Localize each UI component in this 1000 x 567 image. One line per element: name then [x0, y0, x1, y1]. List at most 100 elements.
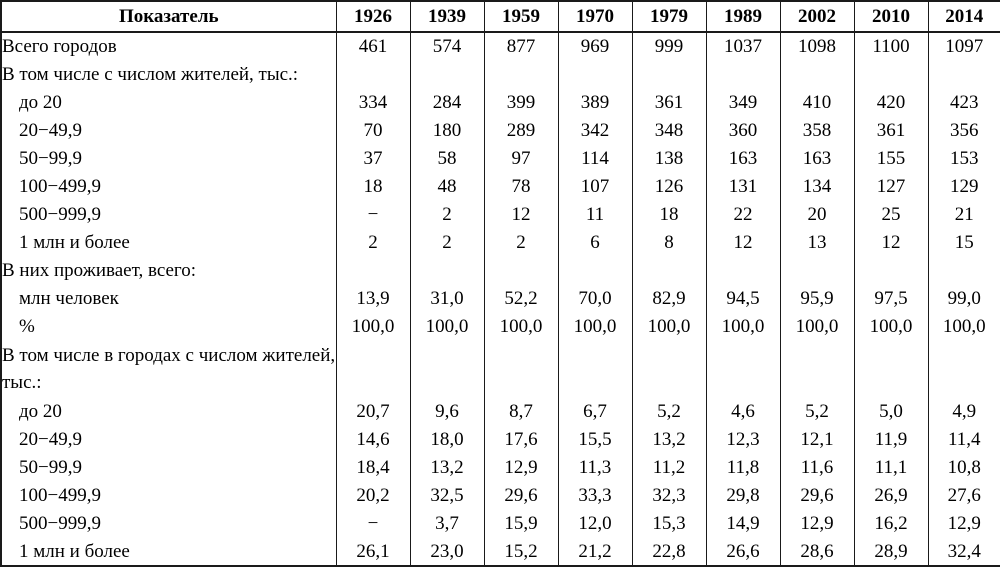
value-cell: 26,1 [335, 537, 411, 566]
value-cell: 11,6 [779, 453, 855, 482]
value-cell: 33,3 [557, 481, 633, 510]
value-cell: 129 [927, 172, 1000, 201]
value-cell: 5,0 [853, 397, 929, 426]
value-cell: 334 [335, 88, 411, 117]
value-cell [557, 256, 633, 285]
value-cell [779, 341, 855, 398]
value-cell: 11,1 [853, 453, 929, 482]
value-cell: 360 [705, 116, 781, 145]
value-cell: 461 [335, 32, 411, 61]
value-cell: 29,6 [779, 481, 855, 510]
value-cell: 20,2 [335, 481, 411, 510]
value-cell: 100,0 [631, 312, 707, 342]
value-cell: 78 [483, 172, 559, 201]
value-cell [853, 256, 929, 285]
value-cell [335, 256, 411, 285]
value-cell: 15,3 [631, 509, 707, 538]
value-cell: 20 [779, 200, 855, 229]
value-cell: 5,2 [631, 397, 707, 426]
header-cell-year: 2010 [853, 1, 929, 33]
value-cell: 70 [335, 116, 411, 145]
value-cell: 11,2 [631, 453, 707, 482]
value-cell: 4,6 [705, 397, 781, 426]
row-label: Всего городов [0, 32, 337, 61]
value-cell: 26,9 [853, 481, 929, 510]
value-cell: 1097 [927, 32, 1000, 61]
value-cell: 14,6 [335, 425, 411, 454]
value-cell: 13,2 [631, 425, 707, 454]
value-cell [557, 60, 633, 89]
value-cell: 15,2 [483, 537, 559, 566]
table-row: 20−49,9 14,6 18,0 17,6 15,5 13,2 12,3 12,1 11,9 1… [0, 425, 1000, 454]
value-cell [409, 60, 485, 89]
table-row: млн человек 13,9 31,0 52,2 70,0 82,9 94,5 95,9 9… [0, 284, 1000, 313]
row-label: млн человек [0, 284, 337, 313]
value-cell: 100,0 [927, 312, 1000, 342]
value-cell: 100,0 [557, 312, 633, 342]
row-label: В том числе в городах с числом жителей, … [0, 341, 337, 398]
value-cell [557, 341, 633, 398]
value-cell: 31,0 [409, 284, 485, 313]
value-cell [631, 341, 707, 398]
value-cell: 2 [483, 228, 559, 257]
header-cell-year: 1970 [557, 1, 633, 33]
value-cell: 163 [779, 144, 855, 173]
value-cell: 6,7 [557, 397, 633, 426]
value-cell: 13 [779, 228, 855, 257]
row-label: 20−49,9 [0, 425, 337, 454]
value-cell: 27,6 [927, 481, 1000, 510]
value-cell: 82,9 [631, 284, 707, 313]
value-cell: 8 [631, 228, 707, 257]
value-cell: 18 [335, 172, 411, 201]
value-cell: 97 [483, 144, 559, 173]
value-cell: 70,0 [557, 284, 633, 313]
value-cell: 13,9 [335, 284, 411, 313]
value-cell: 5,2 [779, 397, 855, 426]
value-cell [705, 256, 781, 285]
value-cell: 18,0 [409, 425, 485, 454]
value-cell: 28,9 [853, 537, 929, 566]
table-row: В них проживает, всего: [0, 256, 1000, 285]
value-cell: 138 [631, 144, 707, 173]
row-label: % [0, 312, 337, 342]
value-cell: 361 [853, 116, 929, 145]
table-row: В том числе в городах с числом жителей, … [0, 341, 1000, 398]
value-cell: 399 [483, 88, 559, 117]
value-cell: 100,0 [779, 312, 855, 342]
value-cell [631, 256, 707, 285]
value-cell: 100,0 [853, 312, 929, 342]
header-cell-year: 1926 [335, 1, 411, 33]
value-cell: 21,2 [557, 537, 633, 566]
value-cell: 342 [557, 116, 633, 145]
table-row: 50−99,9 37 58 97 114 138 163 163 155 153 [0, 144, 1000, 173]
value-cell: 16,2 [853, 509, 929, 538]
value-cell [335, 341, 411, 398]
value-cell: 877 [483, 32, 559, 61]
value-cell: 12,0 [557, 509, 633, 538]
value-cell [409, 256, 485, 285]
value-cell: 11,3 [557, 453, 633, 482]
table-row: В том числе с числом жителей, тыс.: [0, 60, 1000, 89]
value-cell: 1037 [705, 32, 781, 61]
value-cell: 94,5 [705, 284, 781, 313]
value-cell: 180 [409, 116, 485, 145]
value-cell: 12 [853, 228, 929, 257]
value-cell: 100,0 [483, 312, 559, 342]
value-cell [631, 60, 707, 89]
value-cell: 9,6 [409, 397, 485, 426]
value-cell: 163 [705, 144, 781, 173]
value-cell: 356 [927, 116, 1000, 145]
table-header: Показатель 1926 1939 1959 1970 1979 1989 2002 2… [0, 1, 1000, 33]
value-cell: 100,0 [705, 312, 781, 342]
value-cell: 4,9 [927, 397, 1000, 426]
table-row: 100−499,9 20,2 32,5 29,6 33,3 32,3 29,8 29,6 26,… [0, 481, 1000, 510]
value-cell: 10,8 [927, 453, 1000, 482]
value-cell: 13,2 [409, 453, 485, 482]
value-cell [705, 341, 781, 398]
value-cell: 131 [705, 172, 781, 201]
value-cell: 12,9 [483, 453, 559, 482]
row-label: до 20 [0, 397, 337, 426]
value-cell [779, 60, 855, 89]
value-cell: 100,0 [335, 312, 411, 342]
